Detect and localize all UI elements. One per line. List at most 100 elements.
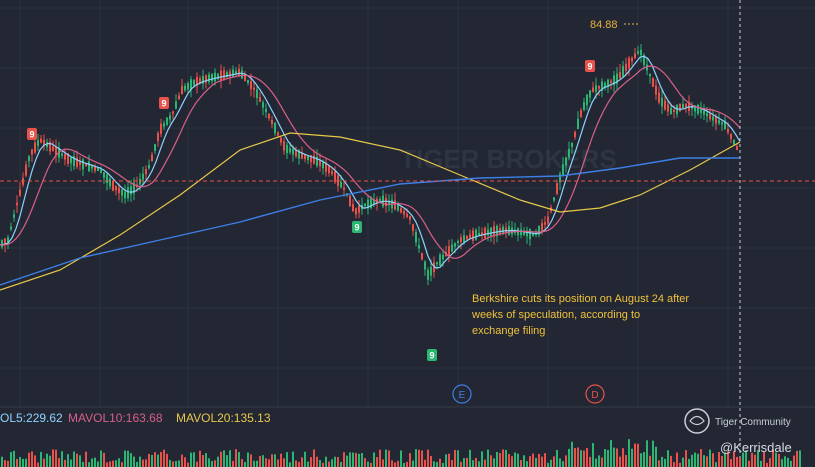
volume-bar [682,457,684,467]
volume-bar [511,456,513,467]
candle-body [649,73,651,77]
candle-body [301,152,303,159]
volume-bar [487,449,489,467]
candle-body [619,72,621,79]
volume-bar [538,453,540,467]
candle-body [607,79,609,88]
candle-body [721,122,723,125]
volume-bar [34,455,36,467]
candle-body [253,87,255,90]
candle-body [133,182,135,194]
volume-bar [82,461,84,467]
volume-bar [727,451,729,467]
volume-bar [664,458,666,467]
event-marker-e[interactable]: E [452,384,472,404]
candle-body [670,107,672,115]
candle-body [151,154,153,162]
candle-body [673,109,675,112]
volume-bar [616,448,618,467]
candle-body [688,101,690,111]
volume-indicator-mavol20: MAVOL20:135.13 [176,411,271,425]
volume-bar [685,450,687,467]
candle-body [691,105,693,109]
volume-bar [433,461,435,467]
volume-bar [724,452,726,467]
volume-bar [679,462,681,467]
volume-bar [169,460,171,467]
candle-body [271,119,273,125]
candle-body [406,213,408,217]
volume-bar [211,461,213,467]
volume-bar [505,449,507,467]
volume-bar [466,457,468,467]
candle-body [205,75,207,83]
volume-bar [598,455,600,467]
candle-body [580,110,582,117]
candle-body [598,86,600,89]
volume-bar [355,452,357,467]
volume-bar [430,456,432,467]
candle-body [283,141,285,151]
community-name: Tiger Community [715,417,791,428]
volume-bar [7,460,9,467]
volume-bar [46,453,48,467]
candle-body [211,74,213,82]
volume-bar [220,451,222,467]
chart-grid [0,0,815,407]
volume-bar [730,459,732,467]
volume-bar [496,451,498,467]
candle-body [316,156,318,166]
candle-body [229,71,231,77]
candle-body [187,83,189,90]
volume-bar [196,461,198,467]
candle-body [343,187,345,190]
volume-bar [13,450,15,467]
volume-bar [601,457,603,467]
volume-indicator-labels: OL5:229.62 MAVOL10:163.68 MAVOL20:135.13 [0,411,271,425]
volume-bar [40,451,42,467]
volume-bar [310,457,312,467]
volume-bar [499,453,501,467]
candle-body [448,246,450,256]
candle-body [46,142,48,148]
candle-body [646,64,648,71]
volume-bar [778,454,780,467]
volume-bar [187,462,189,467]
volume-bar [781,459,783,467]
candle-body [487,229,489,236]
ma5-line [0,55,741,269]
volume-bar [703,455,705,467]
volume-bar [97,461,99,467]
volume-bar [199,450,201,467]
candle-body [208,74,210,83]
event-label: E [459,390,466,401]
volume-bar [49,455,51,467]
event-circle [585,384,605,404]
volume-bar [508,454,510,467]
candle-body [328,165,330,174]
candle-body [118,187,120,194]
volume-bar [472,460,474,467]
td-marker-label: 9 [429,351,434,361]
volume-bar [394,462,396,467]
td-marker-box [159,97,169,109]
volume-bar [796,450,798,467]
volume-bar [256,460,258,467]
candle-body [544,222,546,225]
ma30-line [0,132,741,291]
volume-bar [436,462,438,467]
volume-bar [385,449,387,467]
volume-bar [103,452,105,467]
candle-body [463,235,465,242]
volume-bar [142,459,144,467]
candle-body [166,117,168,125]
volume-bar [652,440,654,467]
volume-bar [349,452,351,467]
event-marker-d[interactable]: D [585,384,605,404]
candle-body [622,66,624,77]
candle-body [1,240,3,248]
volume-bar [301,457,303,467]
volume-bar [205,453,207,467]
volume-bar [556,449,558,467]
